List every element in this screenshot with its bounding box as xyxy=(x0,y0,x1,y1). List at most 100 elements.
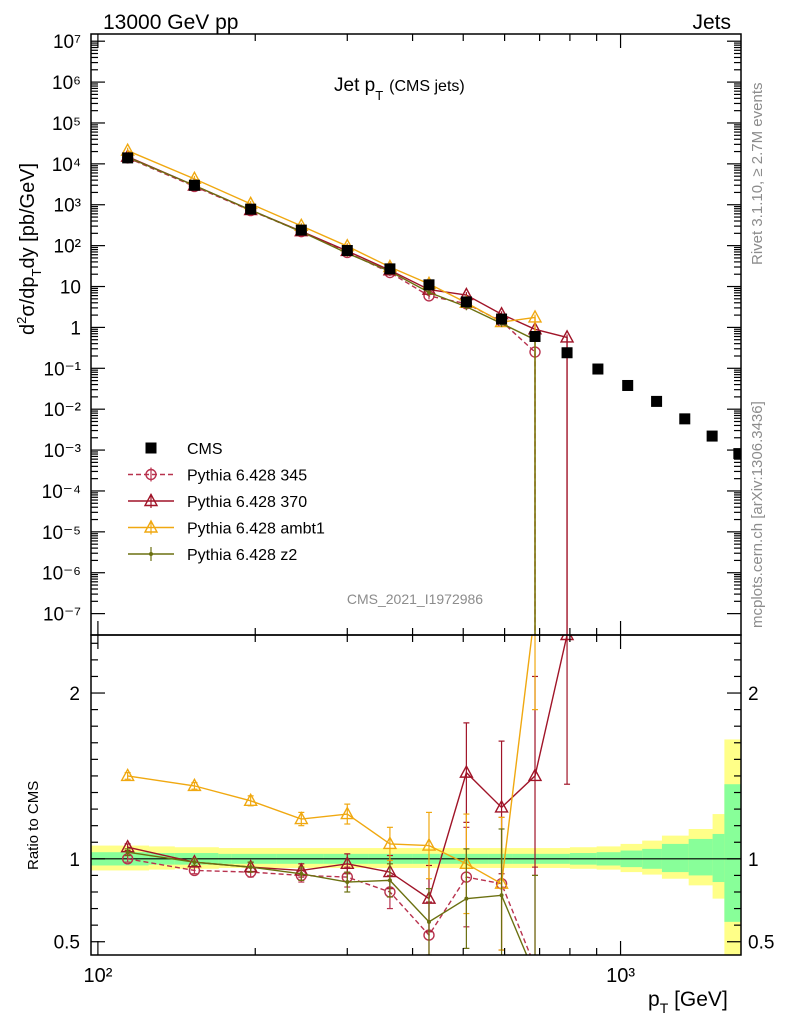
ratio-y-tick-label: 2 xyxy=(69,684,80,705)
ratio-y-tick-label: 0.5 xyxy=(54,933,80,954)
band-inner-bin xyxy=(661,843,690,873)
ratio-plot-frame xyxy=(90,634,742,956)
ratio-y-tick-label: 1 xyxy=(69,850,80,871)
ratio-ylabel: Ratio to CMS xyxy=(25,781,42,870)
legend-marker xyxy=(145,442,157,454)
y-tick-label: 10⁵ xyxy=(52,114,81,135)
rivet-label: Rivet 3.1.10, ≥ 2.7M events xyxy=(749,83,766,266)
legend-label: Pythia 6.428 ambt1 xyxy=(187,521,325,538)
ratio-point-pythia-6-428-z2 xyxy=(192,860,197,865)
y-tick-label: 10² xyxy=(54,237,81,258)
y-tick-label: 10³ xyxy=(54,196,81,217)
y-tick-label: 10⁻² xyxy=(44,400,82,421)
y-tick-label: 10⁻⁴ xyxy=(42,482,81,503)
legend: CMS Pythia 6.428 345 Pythia 6.428 370 Pythi… xyxy=(128,441,325,564)
data-point-cms xyxy=(460,296,472,308)
main-series-layer xyxy=(120,142,741,635)
ratio-point-pythia-6-428-370 xyxy=(459,764,474,778)
legend-entry-pythia-6-428-370: Pythia 6.428 370 xyxy=(128,493,307,511)
ratio-point-pythia-6-428-z2 xyxy=(533,973,537,977)
axis-tick-labels: 10² 10³ 10⁻⁷ 10⁻⁶ 10⁻⁵ 10⁻⁴ 10⁻³ 10⁻² 10⁻¹ 1 10 10²… xyxy=(42,32,775,987)
legend-entry-pythia-6-428-ambt1: Pythia 6.428 ambt1 xyxy=(128,519,325,538)
legend-entry-cms: CMS xyxy=(145,441,223,458)
data-point-pythia-6-428-z2 xyxy=(426,290,431,295)
legend-label: Pythia 6.428 345 xyxy=(187,468,307,485)
x-tick-label: 10² xyxy=(83,965,112,987)
ratio-point-pythia-6-428-370 xyxy=(527,767,543,782)
y-tick-label: 10⁶ xyxy=(52,73,81,94)
y-tick-label: 10⁻⁷ xyxy=(43,605,81,626)
data-point-cms xyxy=(423,279,435,291)
legend-label: CMS xyxy=(187,441,223,458)
y-tick-label: 10⁻⁵ xyxy=(42,523,81,544)
ratio-line-pythia-6-428-z2 xyxy=(127,851,528,955)
ratio-line-pythia-6-428-ambt1 xyxy=(127,635,533,885)
ratio-series-pythia-6-428-ambt1 xyxy=(120,635,539,951)
data-point-cms xyxy=(245,203,257,215)
data-point-cms xyxy=(341,245,353,257)
data-point-cms xyxy=(651,395,663,407)
ratio-point-pythia-6-428-370 xyxy=(340,855,355,870)
data-point-cms xyxy=(679,413,691,425)
ratio-point-pythia-6-428-ambt1 xyxy=(340,806,355,820)
ratio-point-pythia-6-428-ambt1 xyxy=(294,811,309,825)
ratio-point-pythia-6-428-ambt1 xyxy=(187,777,202,792)
y-tick-label: 10⁻¹ xyxy=(44,359,82,380)
y-tick-label: 10⁻³ xyxy=(44,441,82,462)
ratio-point-pythia-6-428-ambt1 xyxy=(120,767,135,782)
ratio-y-tick-label-right: 1 xyxy=(748,850,759,871)
axis-ticks xyxy=(91,34,741,955)
ratio-point-pythia-6-428-z2 xyxy=(248,865,253,870)
y-tick-label: 10⁻⁶ xyxy=(42,564,81,585)
ratio-point-pythia-6-428-ambt1 xyxy=(382,835,398,850)
legend-label: Pythia 6.428 370 xyxy=(187,494,307,511)
data-point-cms xyxy=(592,363,604,375)
band-inner-bin xyxy=(688,838,714,876)
legend-entry-pythia-6-428-z2: Pythia 6.428 z2 xyxy=(128,547,297,564)
analysis-watermark: CMS_2021_I1972986 xyxy=(347,591,483,607)
plot-title-sub: T xyxy=(375,88,383,103)
legend-marker xyxy=(143,519,159,533)
xlabel: pT [GeV] xyxy=(648,988,728,1016)
ratio-point-pythia-6-428-ambt1 xyxy=(421,837,437,851)
data-point-cms xyxy=(496,313,508,325)
y-tick-label: 1 xyxy=(70,318,81,339)
ratio-point-pythia-6-428-370 xyxy=(559,635,575,641)
legend-marker xyxy=(143,493,159,507)
ratio-y-tick-label-right: 0.5 xyxy=(748,933,774,954)
ratio-point-pythia-6-428-ambt1 xyxy=(243,792,258,807)
ratio-point-pythia-6-428-z2 xyxy=(387,878,392,883)
main-ylabel: d2σ/dpTdy [pb/GeV] xyxy=(14,163,44,335)
ratio-point-pythia-6-428-z2 xyxy=(125,850,130,855)
data-point-cms xyxy=(295,224,307,236)
series-cms xyxy=(122,152,741,460)
jets-label: Jets xyxy=(692,11,731,34)
mcplots-label: mcplots.cern.ch [arXiv:1306.3436] xyxy=(749,401,766,628)
data-point-cms xyxy=(384,263,396,275)
band-inner-bin xyxy=(712,833,725,883)
data-point-pythia-6-428-370 xyxy=(559,329,575,343)
legend-marker xyxy=(149,552,153,556)
data-point-pythia-6-428-ambt1 xyxy=(527,309,543,323)
ratio-point-pythia-6-428-z2 xyxy=(499,893,504,898)
ratio-point-pythia-6-428-z2 xyxy=(345,880,350,885)
data-point-cms xyxy=(122,152,134,164)
data-point-cms xyxy=(561,347,573,359)
data-point-cms xyxy=(529,330,541,342)
ratio-series-layer xyxy=(120,635,575,977)
x-tick-label: 10³ xyxy=(606,965,635,987)
plot-title: Jet pT (CMS jets) xyxy=(334,75,465,103)
data-point-cms xyxy=(188,179,200,191)
legend-entry-pythia-6-428-345: Pythia 6.428 345 xyxy=(128,467,307,485)
ratio-y-tick-label-right: 2 xyxy=(748,684,759,705)
ratio-point-pythia-6-428-370 xyxy=(494,799,509,813)
energy-label: 13000 GeV pp xyxy=(103,11,238,34)
band-inner-bin xyxy=(724,784,741,922)
main-plot-frame xyxy=(90,33,742,636)
ratio-point-pythia-6-428-z2 xyxy=(426,919,431,924)
ratio-line-pythia-6-428-345 xyxy=(127,858,532,955)
legend-label: Pythia 6.428 z2 xyxy=(187,547,297,564)
legend-marker xyxy=(145,468,157,481)
data-point-cms xyxy=(706,430,718,442)
